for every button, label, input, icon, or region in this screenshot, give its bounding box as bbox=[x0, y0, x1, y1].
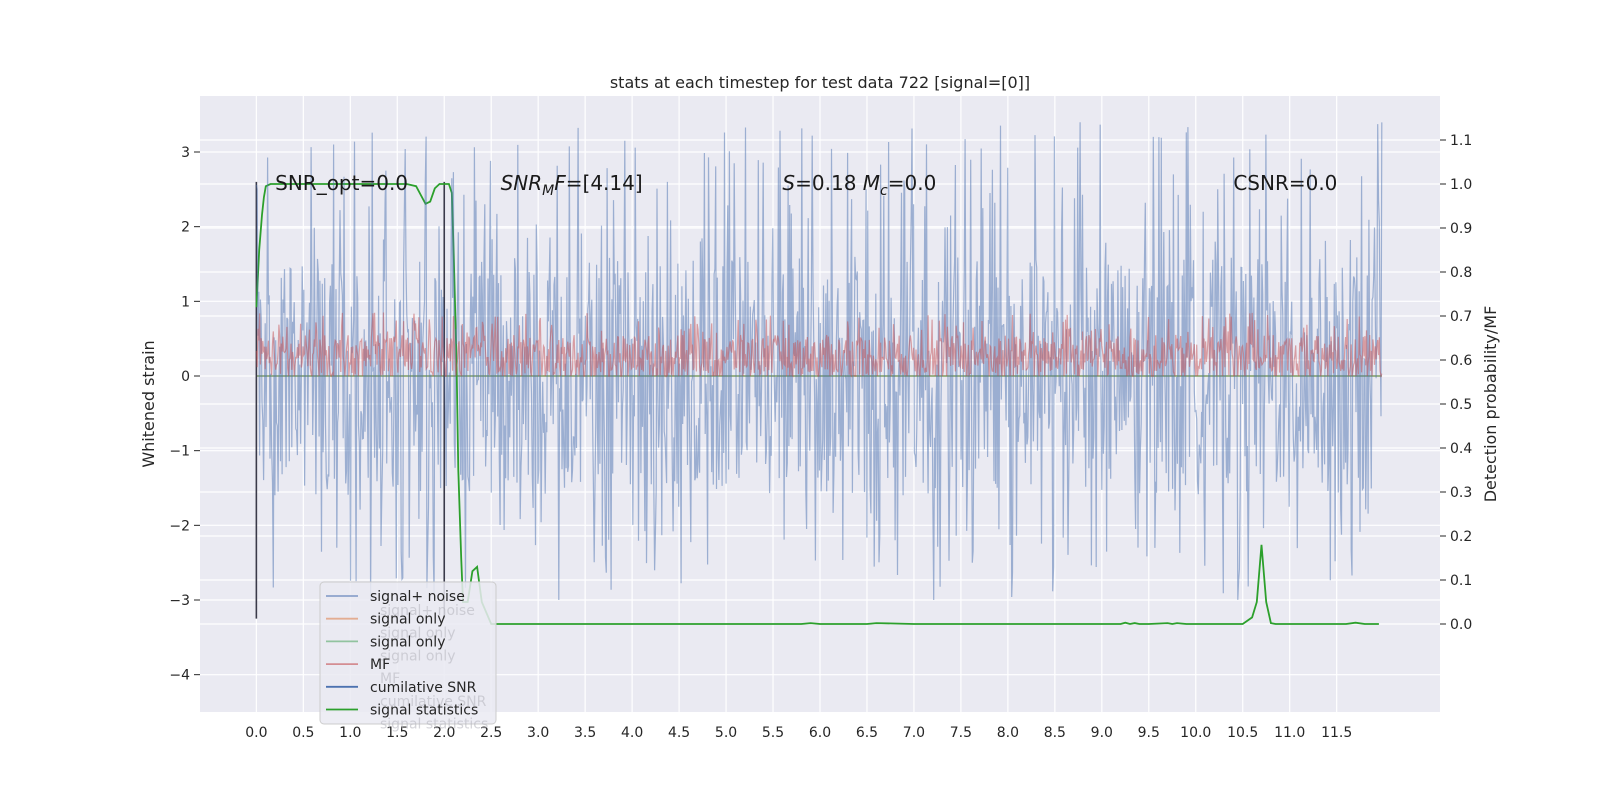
x-tick-label: 11.0 bbox=[1274, 725, 1305, 741]
x-tick-label: 10.0 bbox=[1180, 725, 1211, 741]
x-tick-label: 11.5 bbox=[1321, 725, 1352, 741]
annotations: SNR_opt=0.0 SNRMF=[4.14] S=0.18 Mc=0.0 CSNR… bbox=[275, 171, 1337, 199]
legend-label: MF bbox=[370, 657, 390, 673]
y2-tick-label: 0.8 bbox=[1450, 265, 1472, 281]
y2-tick-label: 1.1 bbox=[1450, 133, 1472, 149]
x-tick-label: 6.5 bbox=[856, 725, 878, 741]
series-0-line bbox=[255, 122, 1383, 601]
legend-ghost-label: signal+ noise bbox=[380, 603, 475, 619]
legend-ghost-label: signal only bbox=[380, 626, 455, 642]
legend-label: signal only bbox=[370, 634, 445, 650]
legend-ghost-label: MF bbox=[380, 671, 400, 687]
x-tick-label: 10.5 bbox=[1227, 725, 1258, 741]
y-tick-label: −4 bbox=[169, 668, 190, 684]
y2-tick-label: 0.4 bbox=[1450, 441, 1472, 457]
x-tick-label: 2.0 bbox=[433, 725, 455, 741]
x-tick-label: 1.5 bbox=[386, 725, 408, 741]
y2-tick-label: 0.3 bbox=[1450, 485, 1472, 501]
legend-ghost-label: signal statistics bbox=[380, 717, 488, 733]
y2-tick-label: 0.9 bbox=[1450, 221, 1472, 237]
y2-tick-label: 0.5 bbox=[1450, 397, 1472, 413]
x-tick-label: 8.5 bbox=[1044, 725, 1066, 741]
x-tick-label: 3.0 bbox=[527, 725, 549, 741]
x-tick-label: 4.0 bbox=[621, 725, 643, 741]
x-tick-label: 5.5 bbox=[762, 725, 784, 741]
y-tick-label: 1 bbox=[181, 294, 190, 310]
x-tick-label: 7.0 bbox=[903, 725, 925, 741]
legend-ghost-label: cumilative SNR bbox=[380, 694, 487, 710]
legend-box bbox=[319, 581, 497, 725]
y-tick-labels: −4 −3 −2 −1 0 1 2 3 bbox=[169, 145, 200, 684]
x-tick-label: 0.5 bbox=[292, 725, 314, 741]
legend-label: cumilative SNR bbox=[370, 680, 477, 696]
legend-ghost-label: signal only bbox=[380, 648, 455, 664]
x-tick-label: 7.5 bbox=[950, 725, 972, 741]
annotation-0: SNR_opt=0.0 bbox=[275, 171, 408, 195]
series-3-line bbox=[255, 312, 1383, 379]
x-tick-label: 2.5 bbox=[480, 725, 502, 741]
annotation-3: CSNR=0.0 bbox=[1233, 171, 1337, 195]
y-tick-label: 3 bbox=[181, 145, 190, 161]
legend-label: signal statistics bbox=[370, 703, 478, 719]
y2-tick-label: 0.6 bbox=[1450, 353, 1472, 369]
x-tick-label: 8.0 bbox=[997, 725, 1019, 741]
y2-tick-label: 1.0 bbox=[1450, 177, 1472, 193]
y2-tick-label: 0.2 bbox=[1450, 529, 1472, 545]
x-tick-label: 6.0 bbox=[809, 725, 831, 741]
x-tick-label: 4.5 bbox=[668, 725, 690, 741]
y-tick-label: −2 bbox=[169, 518, 190, 534]
x-tick-label: 1.0 bbox=[339, 725, 361, 741]
y-tick-label: −3 bbox=[169, 593, 190, 609]
y-tick-label: 0 bbox=[181, 369, 190, 385]
y2-tick-labels: 0.0 0.1 0.2 0.3 0.4 0.5 0.6 0.7 0.8 0.9 1.0 1.1 bbox=[1440, 133, 1472, 633]
x-tick-labels: 0.0 0.5 1.0 1.5 2.0 2.5 3.0 3.5 4.0 4.5 5.0 5.5 6.0 6… bbox=[245, 725, 1352, 741]
x-tick-label: 9.0 bbox=[1091, 725, 1113, 741]
y-tick-label: −1 bbox=[169, 444, 190, 460]
legend-label: signal+ noise bbox=[370, 589, 465, 605]
series-5-line bbox=[255, 183, 1379, 625]
legend-label: signal only bbox=[370, 612, 445, 628]
x-tick-label: 9.5 bbox=[1138, 725, 1160, 741]
annotation-2: S=0.18 Mc=0.0 bbox=[782, 171, 936, 199]
y2-tick-label: 0.7 bbox=[1450, 309, 1472, 325]
x-tick-label: 3.5 bbox=[574, 725, 596, 741]
x-tick-label: 0.0 bbox=[245, 725, 267, 741]
x-tick-label: 5.0 bbox=[715, 725, 737, 741]
y-tick-label: 2 bbox=[181, 220, 190, 236]
annotation-1: SNRMF=[4.14] bbox=[501, 171, 643, 199]
y2-tick-label: 0.0 bbox=[1450, 617, 1472, 633]
y2-tick-label: 0.1 bbox=[1450, 573, 1472, 589]
chart-title: stats at each timestep for test data 722… bbox=[610, 73, 1030, 92]
y-axis-label: Whitened strain bbox=[139, 340, 158, 467]
y2-axis-label: Detection probability/MF bbox=[1481, 306, 1500, 503]
